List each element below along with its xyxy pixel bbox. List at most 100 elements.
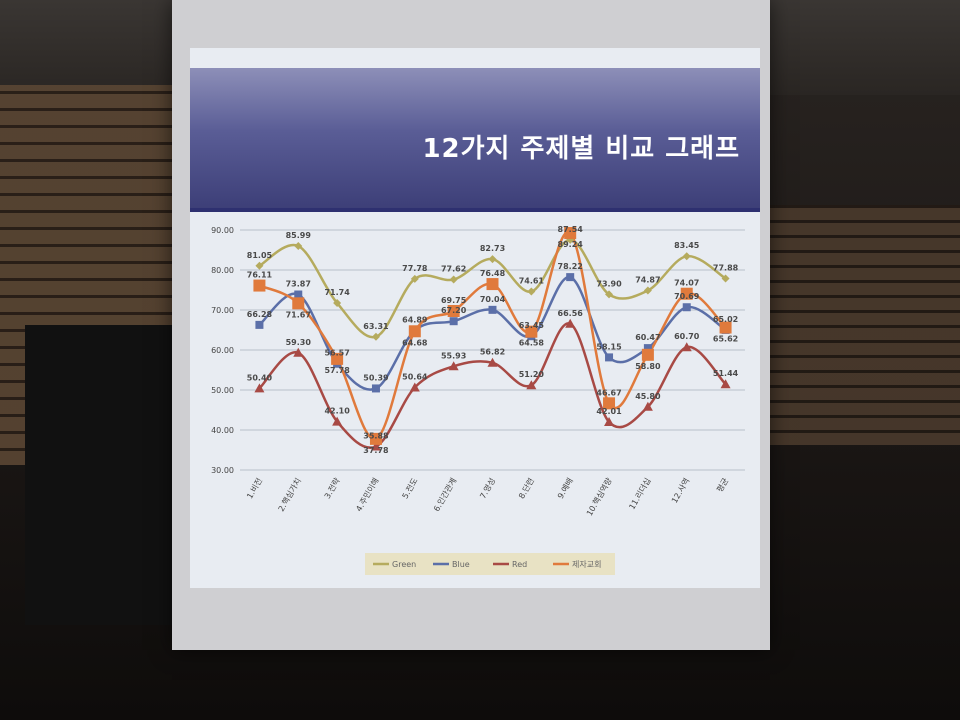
data-point [643,344,652,353]
x-tick-label: 8.단련 [516,476,536,500]
data-label: 70.04 [480,295,506,304]
data-label: 66.28 [247,310,273,319]
data-point [488,305,497,314]
data-point [254,383,265,393]
x-tick-label: 10.핵심역량 [584,475,614,517]
data-point [641,348,654,361]
data-point [642,401,653,411]
data-point [449,317,458,326]
data-label: 58.80 [635,362,661,371]
legend-label: Red [512,560,527,569]
data-label: 56.57 [324,349,349,358]
data-point [603,397,616,410]
slide-title: 12가지 주제별 비교 그래프 [422,134,740,164]
data-point [369,432,382,445]
data-label: 67.20 [441,306,467,315]
y-tick-label: 40.00 [211,426,234,435]
data-label: 77.62 [441,265,466,274]
data-label: 74.07 [674,279,699,288]
data-label: 65.02 [713,315,738,324]
data-point [566,273,575,282]
data-label: 64.58 [519,339,545,348]
y-tick-label: 60.00 [211,346,234,355]
data-label: 46.67 [596,388,621,397]
x-tick-label: 4.주민이해 [353,476,380,513]
data-point [488,255,497,264]
data-point [253,279,266,292]
data-label: 71.74 [324,288,350,297]
legend-label: Blue [452,560,470,569]
data-point [487,357,498,367]
data-point [566,235,575,244]
data-point [371,384,380,393]
data-label: 50.39 [363,373,389,382]
data-label: 45.80 [635,392,661,401]
data-point [605,353,614,362]
data-label: 65.62 [713,335,738,344]
data-point [448,361,459,371]
data-label: 78.22 [558,262,583,271]
data-label: 42.01 [596,407,622,416]
y-tick-label: 90.00 [211,226,234,235]
data-label: 35.88 [363,431,389,440]
data-point [255,261,264,270]
brick-wall-right [760,205,960,445]
data-label: 85.99 [286,231,312,240]
data-point [605,290,614,299]
data-point [294,290,303,299]
data-point [525,325,538,338]
data-point [720,379,731,389]
title-underline [190,208,760,212]
data-label: 73.90 [596,279,622,288]
data-label: 57.78 [324,366,350,375]
data-point [527,287,536,296]
data-label: 74.61 [519,277,545,286]
x-tick-label: 9.예배 [555,476,575,500]
data-label: 50.64 [402,372,428,381]
legend-label: 제자교회 [572,560,601,569]
y-tick-label: 30.00 [211,466,234,475]
data-point [255,320,264,329]
data-label: 55.93 [441,351,466,360]
data-point [331,352,344,365]
data-point [486,278,499,291]
data-label: 77.78 [402,264,428,273]
series-line-제자교회 [258,231,727,441]
x-tick-label: 12.사역 [669,476,691,505]
data-label: 82.73 [480,244,505,253]
data-label: 60.47 [635,333,660,342]
line-chart: 30.00 40.00 50.00 60.00 70.00 80.00 90.00 1.비전 2… [211,225,745,575]
data-label: 42.10 [324,407,350,416]
data-point [564,227,577,240]
labels-layer: 30.00 40.00 50.00 60.00 70.00 80.00 90.00 1.비전 2… [211,225,739,569]
data-point [682,303,691,312]
data-point [371,332,380,341]
y-tick-label: 70.00 [211,306,234,315]
data-label: 64.89 [402,315,428,324]
data-point [408,325,421,338]
data-point [292,297,305,310]
data-label: 66.56 [558,309,584,318]
slide: 12가지 주제별 비교 그래프 30.00 40.00 50.00 60.00 70.0… [190,48,760,588]
legend [365,553,615,575]
data-label: 56.82 [480,348,505,357]
x-tick-label: 7.영성 [477,476,497,500]
grid-layer [240,229,745,575]
data-label: 89.24 [558,240,584,249]
data-label: 74.87 [635,276,660,285]
data-label: 87.54 [558,225,584,234]
data-label: 59.30 [286,338,312,347]
data-point [447,305,460,317]
data-label: 60.70 [674,332,700,341]
data-label: 50.40 [247,373,273,382]
data-point [410,274,419,283]
data-point [643,286,652,295]
data-point [370,441,381,451]
data-label: 63.45 [519,321,545,330]
data-label: 70.69 [674,292,700,301]
data-point [293,347,304,357]
data-point [449,275,458,284]
data-label: 37.78 [363,446,389,455]
data-point [680,287,693,300]
x-tick-label: 6.인간관계 [431,476,458,513]
